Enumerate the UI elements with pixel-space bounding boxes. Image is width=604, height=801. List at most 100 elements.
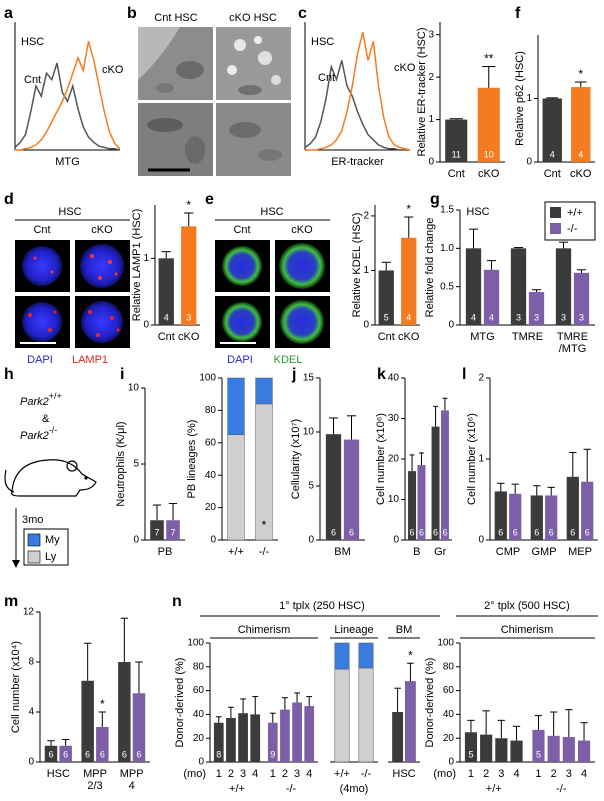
y-tick-label: 1 — [478, 454, 484, 465]
bar — [545, 495, 558, 540]
panel-letter: h — [4, 366, 14, 383]
y-axis-label: Cellularity (x10⁷) — [290, 419, 302, 499]
sample-size: 6 — [100, 749, 105, 759]
bar-segment — [334, 642, 350, 670]
x-tick-label: cKO — [398, 331, 420, 343]
bar — [378, 270, 394, 325]
bar — [280, 709, 290, 762]
panel-letter: f — [515, 5, 521, 22]
histogram-line — [15, 41, 121, 151]
bar — [81, 680, 94, 762]
y-axis-label: PB lineages (%) — [186, 420, 198, 499]
y-axis-label: Cell number (x10⁶) — [375, 413, 387, 505]
sample-size: 6 — [136, 749, 141, 759]
legend-label: -/- — [567, 223, 578, 235]
column-label: cKO HSC — [229, 12, 277, 24]
chart-title: BM — [396, 624, 413, 636]
stain-label: DAPI — [227, 354, 253, 366]
sample-size: 6 — [331, 527, 336, 537]
y-tick-label: 80 — [193, 661, 205, 672]
sample-size: 9 — [270, 749, 275, 759]
y-tick-label: 1.0 — [440, 243, 454, 254]
sample-size: 6 — [63, 749, 68, 759]
bar — [510, 740, 523, 762]
panel-letter: g — [430, 191, 440, 208]
x-tick-label: 3 — [498, 768, 504, 780]
panel-letter: j — [291, 366, 296, 383]
bar — [343, 439, 360, 540]
y-axis-label: Cell number (x10⁶) — [466, 413, 478, 505]
x-tick-label: TMRE — [512, 331, 543, 343]
bar — [528, 292, 545, 325]
y-tick-label: 40 — [388, 373, 400, 384]
y-tick-label: 20 — [443, 733, 455, 744]
x-tick-label: 2 — [282, 768, 288, 780]
x-tick-label: 1 — [468, 768, 474, 780]
significance: * — [100, 697, 105, 711]
panel-letter: i — [120, 366, 124, 383]
bar — [59, 745, 72, 762]
gene: Park2 — [20, 396, 49, 408]
x-tick-label: 4 — [306, 768, 312, 780]
chart-title: HSC — [466, 206, 489, 218]
sample-size: 3 — [516, 312, 521, 322]
x-tick-label: 1 — [535, 768, 541, 780]
y-axis-label: Donor-derived (%) — [174, 658, 186, 748]
y-tick-label: 10 — [388, 494, 400, 505]
chart-title: HSC — [311, 36, 334, 48]
sample-size: 6 — [442, 527, 447, 537]
y-tick-label: 0 — [198, 757, 204, 768]
y-tick-label: 0 — [428, 157, 434, 168]
allele: +/+ — [49, 391, 62, 401]
x-tick-label: 3 — [294, 768, 300, 780]
sample-size: 4 — [406, 312, 411, 322]
bar-segment — [227, 377, 245, 435]
y-tick-label: 0 — [448, 320, 454, 331]
y-tick-label: 8 — [28, 657, 34, 668]
x-tick-label: 2 — [228, 768, 234, 780]
legend-swatch — [27, 533, 41, 547]
section-title: 1° tplx (250 HSC) — [279, 600, 365, 612]
bar — [292, 702, 302, 762]
sample-size: 4 — [489, 312, 494, 322]
bar — [566, 476, 579, 540]
sample-size: 5 — [536, 749, 541, 759]
y-axis-label: Cell number (x10⁴) — [10, 641, 22, 733]
legend-label: +/+ — [567, 207, 583, 219]
y-tick-label: 0 — [363, 320, 369, 331]
y-axis-label: Relative LAMP1 (HSC) — [131, 209, 143, 321]
y-tick-label: 0 — [393, 535, 399, 546]
x-tick-label: 3 — [240, 768, 246, 780]
significance: * — [186, 198, 191, 212]
sample-size: 4 — [550, 149, 555, 159]
stain-label: LAMP1 — [72, 354, 108, 366]
x-tick-label: 3 — [566, 768, 572, 780]
significance: * — [578, 67, 583, 81]
bar — [392, 712, 404, 762]
x-tick-label: 4 — [513, 768, 519, 780]
y-tick-label: 30 — [388, 413, 400, 424]
panel-letter: e — [205, 191, 214, 208]
sample-size: 6 — [570, 527, 575, 537]
sample-size: 10 — [484, 149, 494, 159]
series-label: cKO — [102, 64, 124, 76]
y-tick-label: 60 — [193, 685, 205, 696]
column-label: Cnt — [233, 224, 250, 236]
y-tick-label: 0 — [133, 535, 139, 546]
column-label: cKO — [91, 224, 113, 236]
gene: Park2 — [20, 430, 49, 442]
y-tick-label: 1 — [363, 265, 369, 276]
y-tick-label: 3 — [428, 29, 434, 40]
sample-size: 3 — [561, 312, 566, 322]
bar — [404, 681, 416, 762]
sample-size: 3 — [579, 312, 584, 322]
bar — [494, 491, 507, 540]
bar — [118, 662, 131, 762]
bar — [445, 119, 468, 162]
legend-label: Ly — [45, 551, 57, 563]
bar — [483, 269, 500, 325]
chart-title: HSC — [21, 36, 44, 48]
x-tick-label: CMP — [496, 546, 520, 558]
x-tick-label: +/+ — [228, 546, 244, 558]
